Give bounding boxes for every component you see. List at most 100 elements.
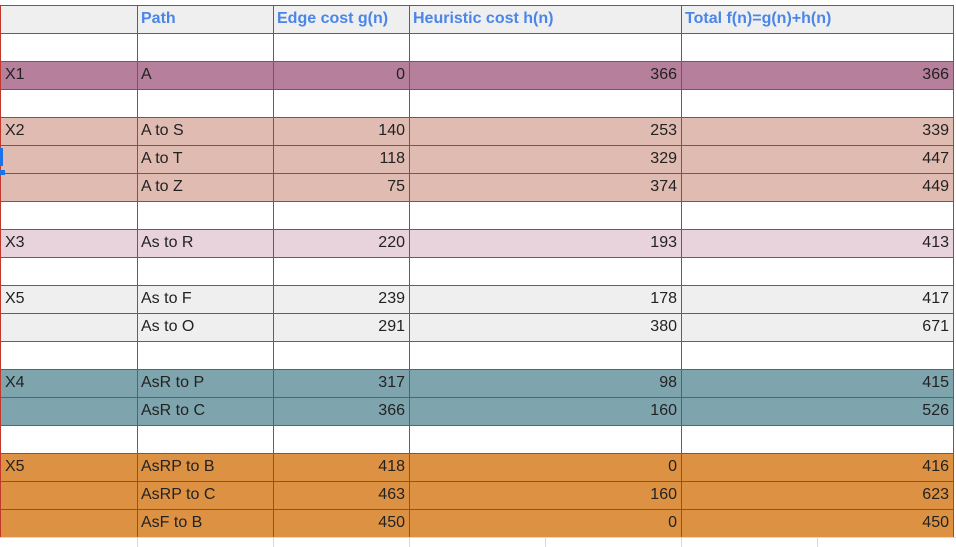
grid-line [817,537,818,547]
row-group-cell[interactable] [0,313,137,341]
row-group-cell[interactable] [0,201,137,229]
path-cell[interactable] [137,257,273,285]
heuristic-cost-cell[interactable]: 0 [668,458,677,475]
heuristic-cost-cell[interactable] [409,425,681,453]
row-group-cell[interactable]: X1 [5,66,25,83]
path-cell[interactable]: As to O [141,318,195,335]
table-row [0,33,953,61]
edge-cost-cell[interactable] [273,201,409,229]
path-cell[interactable]: A to Z [141,178,183,195]
path-cell[interactable] [137,33,273,61]
fill-handle[interactable] [0,170,5,175]
path-cell[interactable]: A [141,66,152,83]
edge-cost-cell[interactable] [273,425,409,453]
total-cost-cell[interactable]: 449 [922,178,949,195]
edge-cost-header[interactable]: Edge cost g(n) [277,10,389,27]
heuristic-cost-cell[interactable]: 160 [650,402,677,419]
total-cost-cell[interactable]: 671 [922,318,949,335]
path-cell[interactable]: As to R [141,234,194,251]
heuristic-cost-cell[interactable]: 193 [650,234,677,251]
total-cost-cell[interactable]: 415 [922,374,949,391]
row-group-cell[interactable]: X2 [5,122,25,139]
edge-cost-cell[interactable]: 418 [378,458,405,475]
path-header[interactable]: Path [141,10,176,27]
heuristic-cost-cell[interactable]: 0 [668,514,677,531]
total-cost-cell[interactable] [681,33,953,61]
edge-cost-cell[interactable]: 366 [378,402,405,419]
row-group-cell[interactable]: X4 [5,374,25,391]
row-group-cell[interactable] [0,341,137,369]
edge-cost-cell[interactable]: 0 [396,66,405,83]
path-cell[interactable] [137,341,273,369]
total-cost-cell[interactable] [681,89,953,117]
row-group-cell[interactable] [0,425,137,453]
edge-cost-cell[interactable] [273,89,409,117]
heuristic-cost-cell[interactable] [409,33,681,61]
total-cost-cell[interactable]: 366 [922,66,949,83]
path-cell[interactable] [137,89,273,117]
edge-cost-cell[interactable]: 317 [378,374,405,391]
path-cell[interactable] [137,425,273,453]
total-cost-cell[interactable]: 447 [922,150,949,167]
total-cost-cell[interactable]: 526 [922,402,949,419]
edge-cost-cell[interactable]: 118 [379,150,405,167]
heuristic-cost-cell[interactable]: 160 [650,486,677,503]
heuristic-cost-cell[interactable]: 380 [650,318,677,335]
row-group-cell[interactable]: X5 [5,458,25,475]
heuristic-cost-cell[interactable]: 374 [650,178,677,195]
path-cell[interactable]: AsR to P [141,374,205,391]
edge-cost-cell[interactable] [273,33,409,61]
path-cell[interactable]: A to S [141,122,184,139]
edge-cost-cell[interactable]: 463 [378,486,405,503]
total-cost-header[interactable]: Total f(n)=g(n)+h(n) [685,10,832,27]
row-group-cell[interactable] [0,89,137,117]
path-cell[interactable]: AsRP to C [141,486,216,503]
total-cost-cell[interactable]: 450 [922,514,949,531]
path-cell[interactable]: AsF to B [141,514,203,531]
edge-cost-cell[interactable]: 140 [378,122,405,139]
row-group-cell[interactable] [0,397,137,425]
row-group-cell[interactable] [0,33,137,61]
row-group-cell[interactable] [0,509,137,537]
path-cell[interactable]: As to F [141,290,192,307]
total-cost-cell[interactable]: 623 [922,486,949,503]
total-cost-cell[interactable]: 416 [922,458,949,475]
heuristic-cost-header[interactable]: Heuristic cost h(n) [413,10,554,27]
edge-cost-cell[interactable]: 75 [387,178,405,195]
row-group-cell[interactable] [0,145,137,173]
heuristic-cost-cell[interactable]: 366 [650,66,677,83]
total-cost-cell[interactable] [681,341,953,369]
path-cell[interactable]: AsRP to B [141,458,215,475]
edge-cost-cell[interactable] [273,341,409,369]
heuristic-cost-cell[interactable] [409,257,681,285]
edge-cost-cell[interactable]: 291 [378,318,405,335]
row-border [0,313,953,314]
edge-cost-cell[interactable]: 220 [378,234,405,251]
edge-cost-cell[interactable]: 239 [378,290,405,307]
row-group-cell[interactable] [0,173,137,201]
total-cost-cell[interactable]: 339 [922,122,949,139]
total-cost-cell[interactable] [681,425,953,453]
heuristic-cost-cell[interactable]: 253 [650,122,677,139]
total-cost-cell[interactable]: 413 [922,234,949,251]
heuristic-cost-cell[interactable] [409,201,681,229]
corner-header[interactable] [0,5,137,33]
total-cost-cell[interactable] [681,201,953,229]
path-cell[interactable] [137,201,273,229]
row-group-cell[interactable]: X3 [5,234,25,251]
heuristic-cost-cell[interactable]: 98 [659,374,677,391]
heuristic-cost-cell[interactable]: 329 [650,150,677,167]
cell-selection-marker[interactable] [0,148,3,166]
edge-cost-cell[interactable]: 450 [378,514,405,531]
total-cost-cell[interactable]: 417 [922,290,949,307]
heuristic-cost-cell[interactable] [409,89,681,117]
row-group-cell[interactable] [0,257,137,285]
path-cell[interactable]: A to T [141,150,183,167]
heuristic-cost-cell[interactable] [409,341,681,369]
path-cell[interactable]: AsR to C [141,402,206,419]
heuristic-cost-cell[interactable]: 178 [650,290,677,307]
row-group-cell[interactable] [0,481,137,509]
edge-cost-cell[interactable] [273,257,409,285]
row-group-cell[interactable]: X5 [5,290,25,307]
total-cost-cell[interactable] [681,257,953,285]
